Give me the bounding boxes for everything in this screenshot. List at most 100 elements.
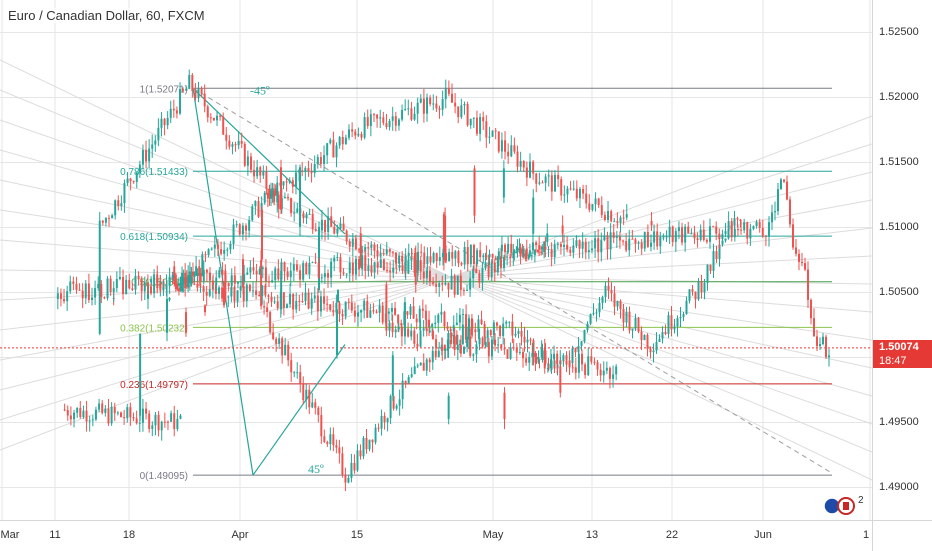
candle-body — [724, 231, 727, 235]
time-tick-label: 1 — [862, 529, 870, 541]
candle-body — [730, 221, 733, 238]
candle-body — [304, 292, 307, 302]
candle-body — [314, 262, 317, 264]
candle-body — [336, 309, 338, 356]
candle-body — [231, 144, 234, 147]
candle-body — [237, 141, 240, 146]
candle-body — [413, 253, 416, 271]
candle-body — [668, 226, 671, 236]
candle-body — [159, 283, 162, 291]
candle-body — [646, 232, 649, 247]
candle-body — [443, 311, 446, 327]
candle-body — [523, 336, 526, 343]
candle-body — [139, 333, 142, 416]
candle-body — [715, 251, 718, 260]
candle-body — [151, 425, 154, 429]
candle-body — [771, 212, 773, 223]
candle-body — [172, 108, 175, 111]
candle-body — [123, 183, 126, 204]
candle-body — [113, 406, 116, 414]
price-axis[interactable]: 1.52500 1.52000 1.51500 1.51000 1.50500 1.500… — [872, 0, 932, 520]
candle-body — [193, 275, 196, 277]
candle-body — [825, 336, 827, 358]
candle-body — [613, 221, 616, 223]
candle-body — [382, 117, 385, 124]
candle-body — [277, 268, 280, 280]
candle-body — [525, 358, 528, 363]
candle-body — [357, 312, 359, 317]
candle-body — [612, 374, 615, 379]
candle-body — [228, 140, 231, 147]
candle-body — [455, 322, 458, 326]
candle-body — [547, 249, 550, 251]
time-tick-label: Apr — [231, 529, 249, 541]
chart-area[interactable]: 1(1.52071) 0.786(1.51433) 0.618(1.50934) 0.… — [0, 0, 873, 520]
candle-body — [332, 434, 335, 446]
candle-body — [236, 281, 239, 284]
candle-body — [715, 226, 718, 234]
candle-body — [607, 211, 610, 221]
candle-body — [268, 188, 271, 198]
candle-body — [114, 200, 117, 216]
candle-body — [425, 328, 428, 332]
candle-body — [535, 356, 538, 360]
candle-body — [252, 290, 254, 292]
candle-body — [301, 301, 304, 303]
candle-body — [457, 106, 460, 118]
candle-body — [428, 359, 431, 363]
candle-body — [129, 407, 132, 418]
candle-body — [285, 304, 288, 308]
candle-body — [204, 254, 207, 256]
candle-body — [491, 253, 494, 258]
candle-body — [515, 252, 518, 254]
candle-body — [199, 273, 202, 282]
candle-body — [553, 244, 556, 258]
candle-body — [422, 328, 425, 331]
time-axis[interactable]: Mar 11 18 Apr 15 May 13 22 Jun 1 — [0, 520, 872, 551]
candle-body — [326, 303, 329, 305]
candle-body — [270, 296, 273, 302]
candle-body — [327, 273, 330, 278]
candle-body — [209, 272, 212, 281]
candle-body — [458, 314, 461, 323]
candle-body — [718, 244, 721, 260]
candle-body — [428, 270, 431, 283]
candle-body — [494, 257, 497, 260]
candle-body — [87, 283, 90, 301]
candle-body — [151, 144, 154, 149]
candle-body — [556, 243, 559, 245]
candle-body — [496, 256, 499, 273]
candle-body — [310, 171, 313, 173]
candle-body — [401, 380, 404, 400]
candle-body — [319, 296, 322, 312]
candle-body — [286, 271, 289, 278]
candle-body — [584, 241, 587, 252]
candle-body — [733, 229, 736, 238]
candle-body — [177, 289, 180, 292]
candle-body — [360, 310, 363, 313]
candle-body — [481, 268, 484, 283]
candle-body — [400, 323, 403, 326]
candle-body — [216, 244, 219, 250]
candle-body — [347, 477, 350, 483]
candle-body — [572, 245, 575, 253]
candle-body — [543, 348, 546, 369]
candle-body — [521, 248, 524, 254]
candle-body — [292, 264, 295, 271]
candle-body — [302, 384, 305, 401]
candle-body — [813, 318, 815, 337]
candle-body — [376, 250, 379, 257]
candle-body — [208, 289, 211, 296]
chart-canvas[interactable]: 1(1.52071) 0.786(1.51433) 0.618(1.50934) 0.… — [0, 0, 873, 520]
candle-body — [468, 319, 471, 333]
candle-body — [261, 209, 263, 260]
economic-events-flags[interactable]: 2 — [822, 494, 866, 518]
current-price-value: 1.50074 — [879, 340, 919, 353]
candle-body — [736, 218, 739, 220]
candle-body — [249, 267, 252, 273]
candle-body — [419, 362, 422, 366]
candle-body — [313, 295, 316, 299]
candle-body — [359, 233, 362, 267]
candle-body — [84, 283, 87, 299]
candle-body — [593, 361, 596, 363]
